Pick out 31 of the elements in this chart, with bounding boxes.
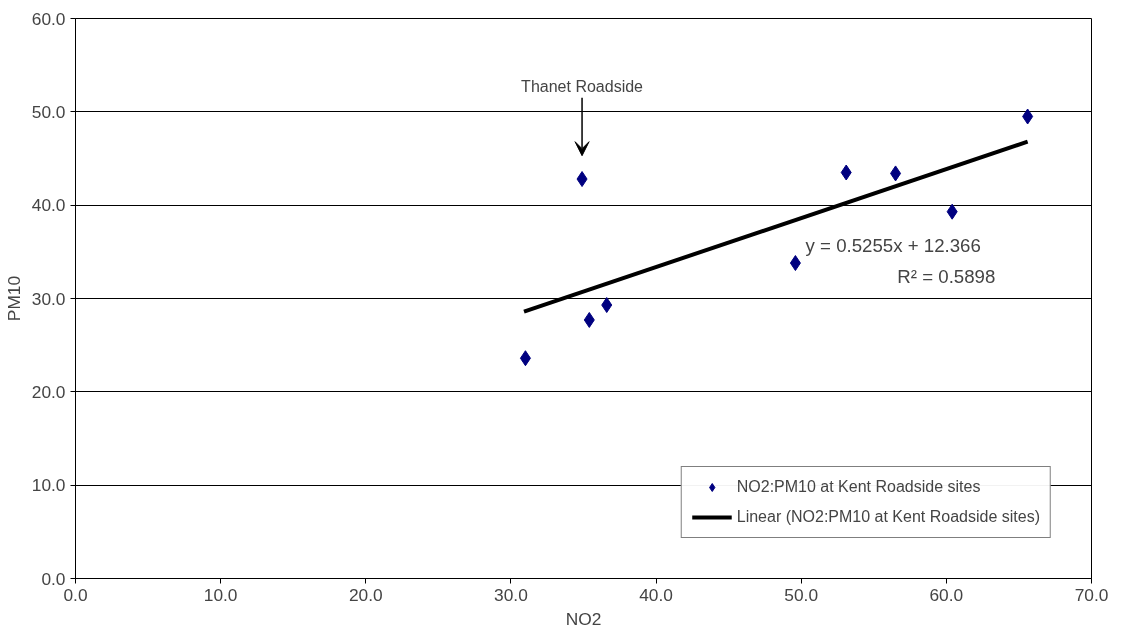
y-tick-label: 0.0 <box>41 568 66 589</box>
x-tick-label: 0.0 <box>63 584 88 605</box>
x-tick-label: 70.0 <box>1074 584 1109 605</box>
x-tick-label: 30.0 <box>494 584 528 605</box>
x-tick-label: 20.0 <box>348 584 383 605</box>
x-tick-label: 50.0 <box>784 584 819 605</box>
y-tick-label: 60.0 <box>31 8 66 29</box>
point <box>789 255 801 272</box>
legend-label: Linear (NO2:PM10 at Kent Roadside sites) <box>736 508 1040 526</box>
point <box>601 297 613 314</box>
x-tick-label: 60.0 <box>929 584 964 605</box>
x-tick-label: 40.0 <box>639 584 673 605</box>
point <box>1022 108 1034 125</box>
point <box>946 203 958 220</box>
point <box>576 171 588 188</box>
annotation: Thanet Roadside <box>521 78 644 96</box>
annotation: y = 0.5255x + 12.366 <box>805 234 981 256</box>
y-tick-label: 10.0 <box>31 475 66 496</box>
annotation: R² = 0.5898 <box>897 266 996 288</box>
legend-label: NO2:PM10 at Kent Roadside sites <box>736 478 981 496</box>
point <box>519 350 531 367</box>
y-tick-label: 20.0 <box>31 381 66 402</box>
point <box>890 165 902 182</box>
y-tick-label: 40.0 <box>31 195 66 216</box>
y-axis-title: PM10 <box>3 275 24 322</box>
point <box>840 164 852 181</box>
y-tick-label: 30.0 <box>31 288 66 309</box>
point <box>583 311 595 328</box>
x-axis-title: NO2 <box>565 608 602 629</box>
x-tick-label: 10.0 <box>203 584 238 605</box>
y-tick-label: 50.0 <box>31 101 66 122</box>
